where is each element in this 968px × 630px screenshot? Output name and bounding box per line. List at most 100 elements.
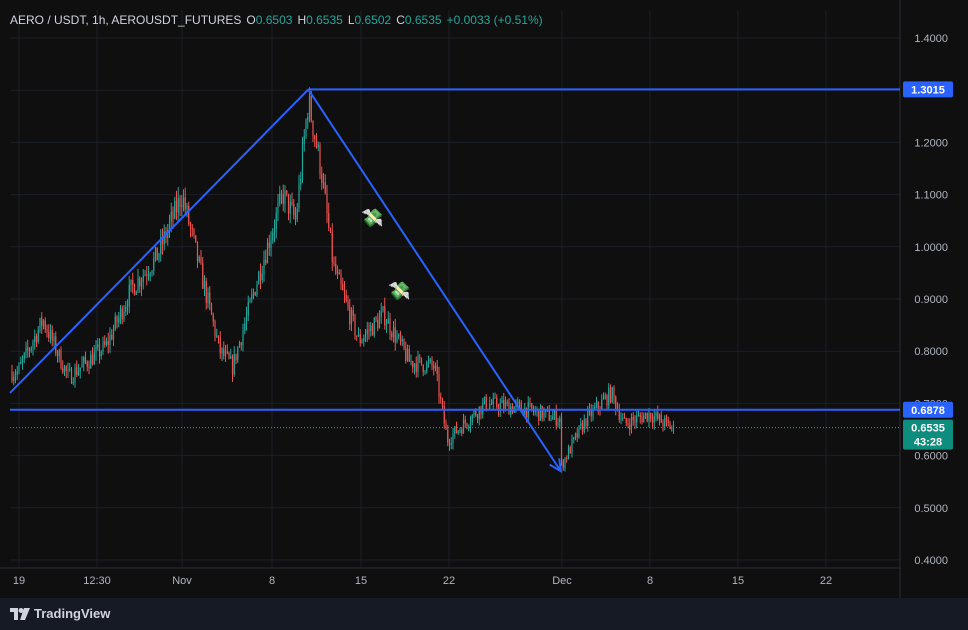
time-tick-label: 22 (820, 575, 832, 587)
candle-body (667, 419, 669, 424)
close-label: C (396, 13, 405, 27)
candle-body (182, 197, 185, 206)
candle-body (256, 284, 258, 296)
candle-body (27, 347, 29, 351)
candle-body (594, 406, 596, 409)
candle-body (671, 427, 673, 430)
low-value: 0.6502 (354, 13, 392, 27)
candle-body (564, 457, 566, 468)
candle-body (105, 341, 108, 345)
candle-body (37, 329, 39, 343)
candle-body (249, 299, 251, 303)
candle-body (116, 316, 118, 323)
candle-body (571, 439, 573, 454)
candle-body (343, 290, 346, 295)
symbol-title[interactable]: AERO / USDT, 1h, AEROUSDT_FUTURES (10, 13, 242, 27)
candle-body (112, 329, 115, 340)
candle-body (296, 208, 298, 220)
symbol-header: AERO / USDT, 1h, AEROUSDT_FUTURES O 0.65… (10, 10, 548, 30)
candle-body (373, 318, 375, 336)
candle-body (301, 143, 304, 179)
candle-body (359, 334, 361, 344)
candle-body (189, 224, 192, 228)
candle-body (160, 237, 162, 254)
price-tick-label: 0.9000 (914, 294, 948, 306)
candle-body (32, 342, 34, 348)
candle-body (501, 399, 503, 404)
candle-body (447, 429, 449, 443)
candle-body (368, 329, 370, 331)
candle-body (209, 292, 211, 304)
candle-body (86, 361, 88, 367)
price-chart[interactable]: 0.40000.50000.60000.70000.80000.90001.00… (0, 0, 968, 598)
candle-body (69, 368, 71, 370)
candle-body (196, 241, 199, 262)
candle-body (569, 447, 571, 454)
candle-body (77, 371, 80, 376)
candle-body (219, 337, 221, 354)
candle-body (552, 415, 554, 420)
candle-body (109, 334, 111, 345)
candle-body (90, 354, 92, 369)
candle-body (244, 323, 246, 331)
candle-body (413, 363, 416, 368)
candle-body (391, 333, 393, 338)
candle-body (119, 308, 122, 318)
time-tick-label: 15 (732, 575, 744, 587)
candle-body (455, 426, 458, 434)
candle-body (653, 416, 655, 423)
candle-body (499, 403, 501, 411)
candle-body (300, 178, 302, 184)
candle-body (464, 419, 466, 424)
price-tick-label: 0.4000 (914, 555, 948, 567)
candle-body (34, 335, 36, 343)
tradingview-logo[interactable]: TradingView (10, 606, 110, 621)
candle-body (240, 342, 242, 346)
candle-body (580, 423, 582, 426)
candle-body (247, 302, 249, 316)
candle-body (483, 396, 486, 403)
candle-body (399, 334, 402, 342)
tradingview-icon (10, 607, 30, 620)
candle-body (133, 284, 136, 295)
candle-body (21, 359, 24, 363)
candle-body (181, 205, 183, 208)
candle-body (366, 329, 368, 334)
candle-body (629, 424, 631, 430)
price-tick-label: 1.1000 (914, 190, 948, 202)
candle-body (195, 235, 197, 242)
candle-body (13, 377, 15, 382)
candle-body (609, 387, 612, 402)
candle-body (151, 270, 153, 274)
candle-body (595, 402, 598, 407)
candle-body (357, 334, 360, 337)
candle-body (128, 284, 130, 307)
candle-body (438, 373, 440, 397)
candle-body (581, 423, 584, 432)
candle-body (574, 433, 577, 438)
candle-body (72, 382, 74, 384)
candle-body (282, 194, 284, 204)
candle-body (175, 200, 178, 213)
candle-body (557, 422, 559, 426)
candle-body (445, 423, 447, 430)
close-value: 0.6535 (404, 13, 442, 27)
candle-body (259, 271, 262, 281)
candle-body (293, 203, 295, 216)
candle-body (669, 423, 671, 430)
candle-body (543, 411, 545, 419)
resistance-price-tag-text: 1.3015 (911, 84, 945, 96)
candle-body (14, 375, 17, 378)
price-tick-label: 1.2000 (914, 137, 948, 149)
candle-body (627, 423, 629, 425)
candle-body (431, 359, 433, 366)
change-value: +0.0033 (+0.51%) (446, 13, 543, 27)
candle-body (560, 418, 563, 461)
candle-body (30, 347, 32, 351)
candle-body (200, 256, 202, 264)
candle-body (385, 323, 388, 326)
candle-body (387, 318, 389, 324)
candle-body (508, 402, 510, 415)
candle-body (107, 341, 109, 345)
